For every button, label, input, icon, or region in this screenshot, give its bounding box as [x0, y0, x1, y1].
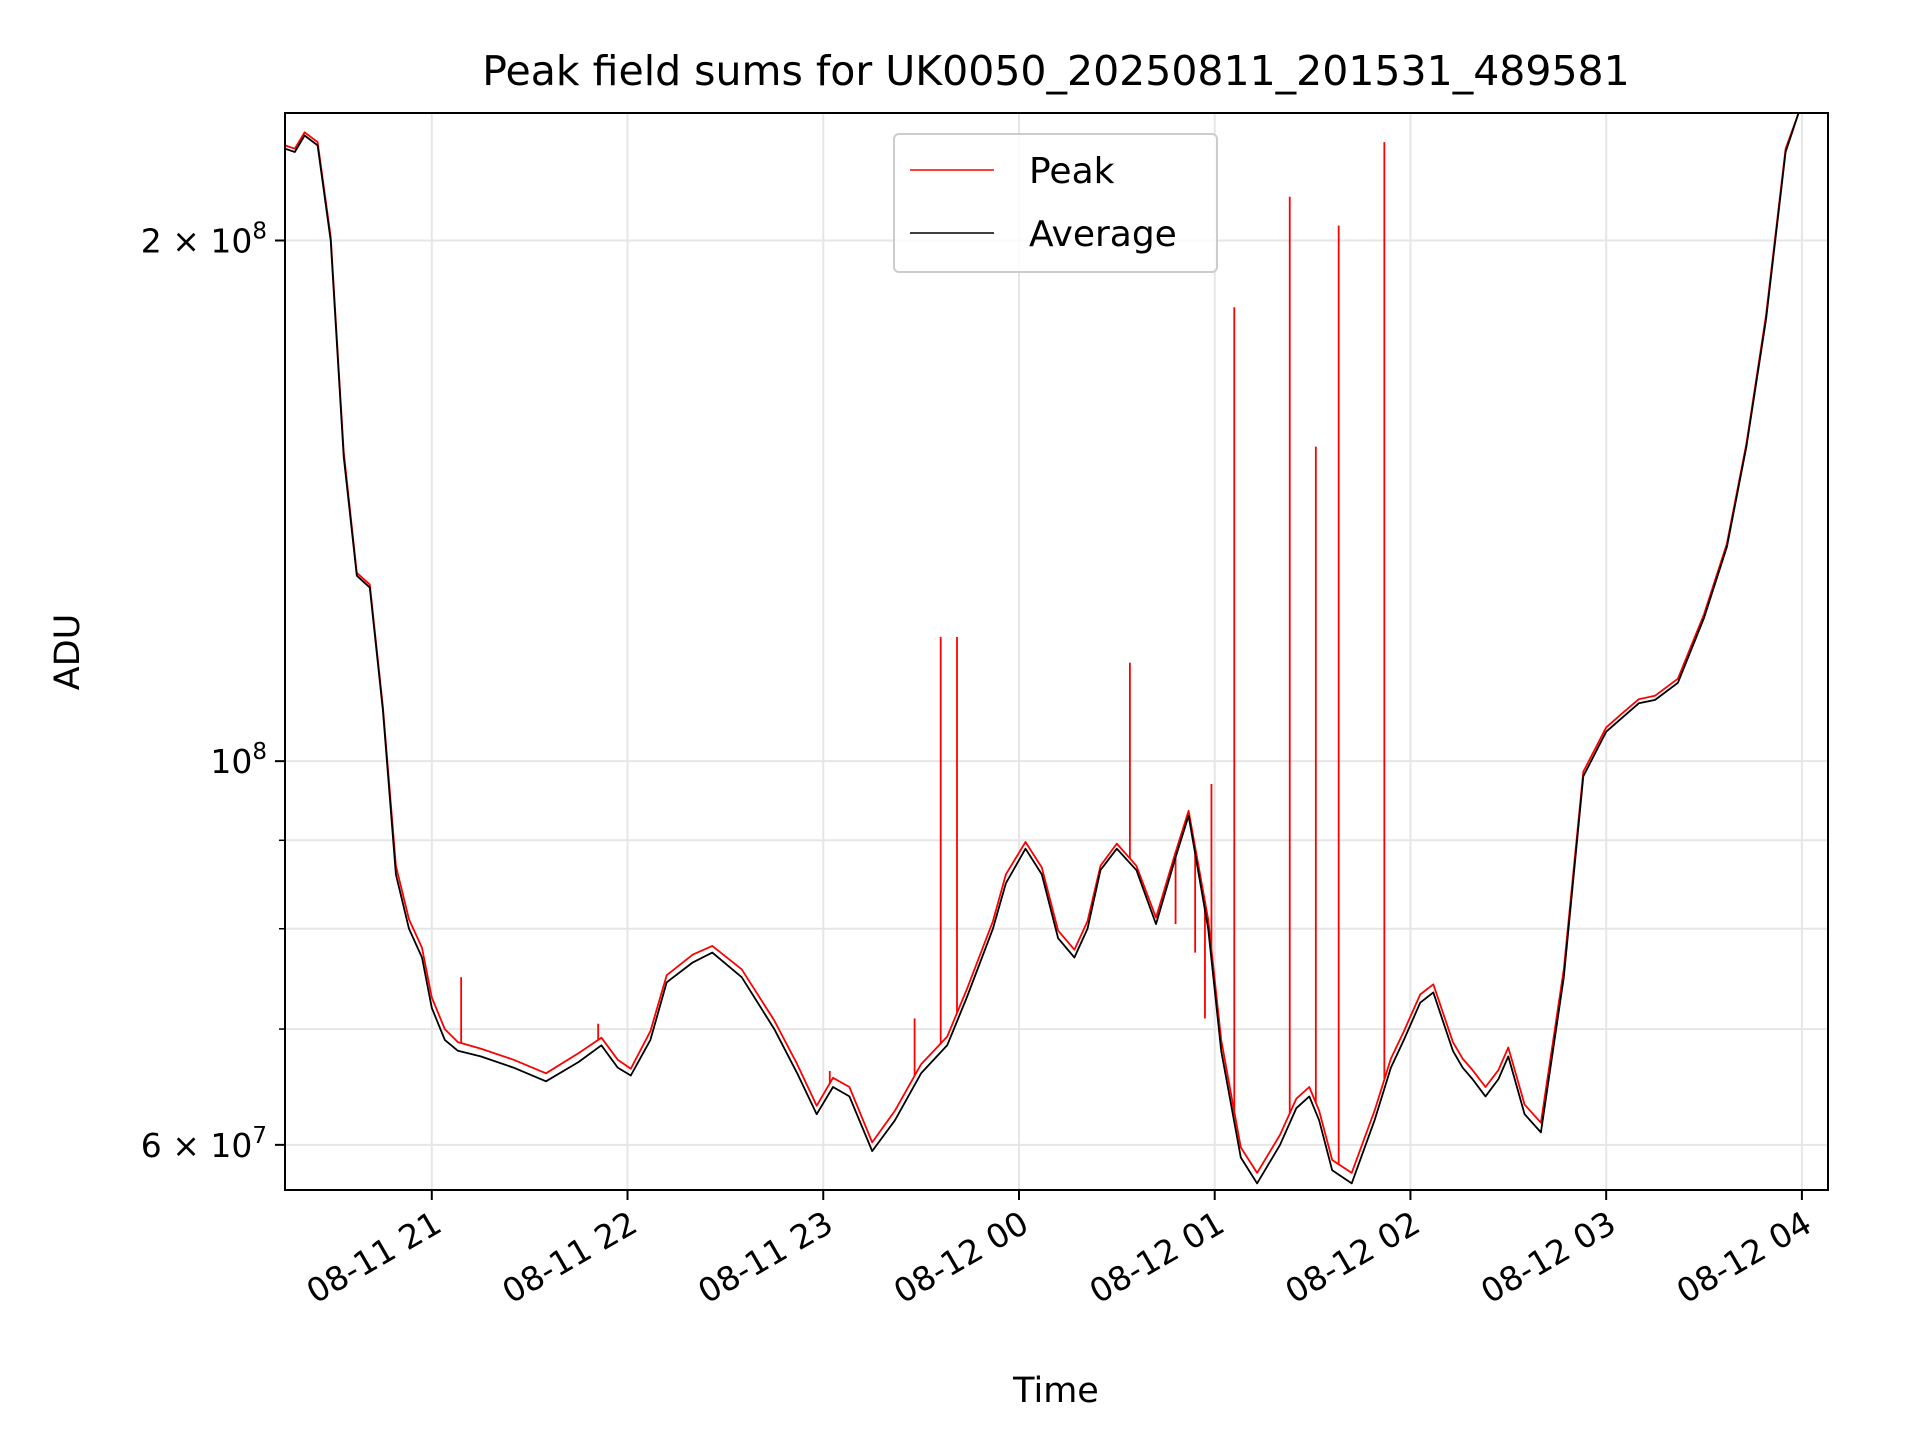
series-group: [285, 113, 1828, 1185]
y-axis-label: ADU: [48, 614, 88, 691]
y-tick-label-exponent: 7: [252, 1123, 267, 1149]
plot-frame: [284, 112, 1829, 1191]
legend-box: [893, 133, 1218, 273]
y-tick-label-base: 2 × 10: [141, 222, 253, 261]
y-tick-label: 108: [210, 739, 267, 781]
y-tick-label: 6 × 107: [141, 1123, 267, 1165]
legend: Peak Average: [893, 133, 1218, 273]
y-tick-label: 2 × 108: [141, 219, 267, 261]
x-axis-label: Time: [1012, 1371, 1099, 1411]
chart-title: Peak field sums for UK0050_20250811_2015…: [482, 47, 1629, 95]
series-line-peak: [285, 113, 1828, 1174]
legend-label-average: Average: [1029, 214, 1177, 255]
y-tick-label-base: 6 × 10: [141, 1126, 253, 1165]
legend-label-peak: Peak: [1029, 151, 1115, 192]
y-tick-label-exponent: 8: [252, 219, 267, 245]
y-tick-label-exponent: 8: [252, 739, 267, 765]
plot-area: [285, 113, 1828, 1190]
series-layer: [285, 113, 1828, 1185]
series-line-average: [285, 113, 1828, 1185]
y-tick-label-base: 10: [210, 742, 252, 781]
